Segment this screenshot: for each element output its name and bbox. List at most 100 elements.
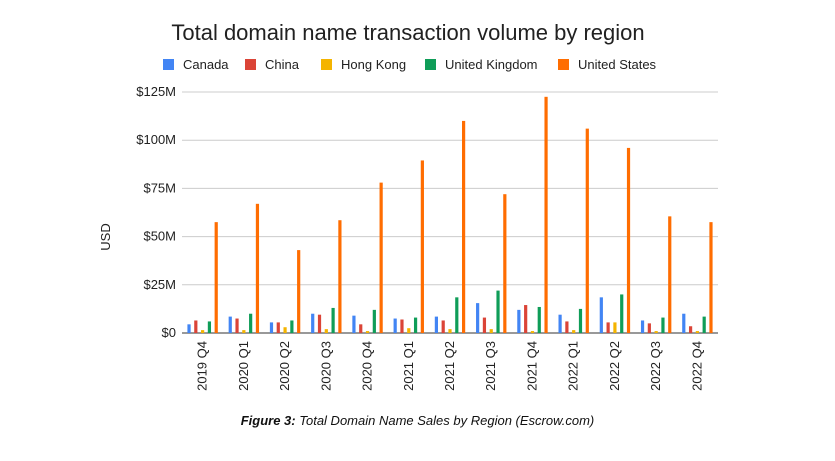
bar-china: [688, 326, 693, 333]
bar-china: [317, 314, 322, 333]
x-tick-label: 2022 Q1: [566, 341, 581, 391]
bar-united-kingdom: [455, 297, 459, 333]
bar-united-kingdom: [702, 316, 706, 333]
x-tick-label: 2020 Q2: [277, 341, 292, 391]
bar-united-states: [462, 120, 466, 333]
bar-canada: [682, 313, 686, 333]
bar-united-states: [585, 128, 589, 333]
bar-hong-kong: [201, 330, 205, 333]
bar-canada: [640, 320, 645, 333]
bar-united-states: [626, 147, 631, 333]
bar-china: [194, 320, 198, 333]
bar-hong-kong: [407, 328, 411, 333]
bar-canada: [187, 324, 191, 333]
x-tick-label: 2020 Q1: [236, 341, 251, 391]
bar-canada: [269, 322, 274, 333]
legend-swatch: [425, 59, 436, 70]
x-axis: 2019 Q4 2020 Q1 2020 Q2 2020 Q3 2020 Q4 2021 …: [195, 341, 705, 391]
bar-united-states: [214, 222, 218, 333]
bar-canada: [352, 315, 356, 333]
bar-united-states: [709, 222, 713, 333]
legend-label: China: [265, 57, 300, 72]
bar-united-kingdom: [661, 317, 665, 333]
bar-canada: [599, 297, 603, 333]
gridlines: [182, 91, 718, 334]
figure-caption: Figure 3: Total Domain Name Sales by Reg…: [0, 413, 835, 428]
bar-china: [359, 324, 363, 333]
bar-canada: [558, 314, 562, 333]
y-tick-label: $125M: [136, 84, 176, 99]
chart-title: Total domain name transaction volume by …: [171, 20, 644, 45]
legend-swatch: [558, 59, 569, 70]
bar-canada: [517, 309, 521, 333]
y-tick-label: $100M: [136, 132, 176, 147]
bar-united-kingdom: [207, 321, 212, 333]
legend-label: Hong Kong: [341, 57, 406, 72]
y-axis-title: USD: [98, 223, 113, 250]
legend-swatch: [163, 59, 174, 70]
y-axis: $0 $25M $50M $75M $100M $125M: [136, 84, 176, 340]
bar-canada: [228, 316, 232, 333]
bar-united-states: [379, 182, 383, 333]
caption-text: Total Domain Name Sales by Region (Escro…: [295, 413, 595, 428]
bar-hong-kong: [654, 331, 658, 333]
bar-united-states: [668, 216, 672, 333]
x-tick-label: 2020 Q4: [360, 341, 375, 391]
bar-united-states: [544, 96, 548, 333]
bar-united-states: [420, 160, 424, 333]
legend-label: United States: [578, 57, 657, 72]
bar-china: [606, 322, 610, 333]
bar-united-kingdom: [496, 290, 500, 333]
bar-united-kingdom: [537, 306, 541, 333]
legend-label: Canada: [183, 57, 229, 72]
bar-united-states: [503, 194, 507, 333]
bar-hong-kong: [613, 322, 617, 333]
bar-united-states: [297, 250, 301, 333]
bar-china: [276, 322, 280, 333]
bar-hong-kong: [448, 329, 452, 333]
bar-hong-kong: [324, 329, 328, 333]
bar-united-kingdom: [331, 307, 335, 333]
y-tick-label: $25M: [143, 277, 176, 292]
bar-hong-kong: [572, 330, 576, 333]
bar-united-kingdom: [620, 294, 624, 333]
x-tick-label: 2021 Q1: [401, 341, 416, 391]
x-tick-label: 2020 Q3: [318, 341, 333, 391]
bar-hong-kong: [242, 330, 246, 333]
bar-united-kingdom: [413, 317, 418, 333]
bar-china: [400, 319, 404, 333]
y-tick-label: $0: [162, 325, 176, 340]
legend-swatch: [245, 59, 256, 70]
bar-hong-kong: [489, 329, 493, 333]
caption-label: Figure 3:: [240, 413, 296, 428]
bar-china: [482, 317, 487, 333]
bar-china: [235, 318, 239, 333]
bar-united-states: [338, 220, 342, 333]
x-tick-label: 2022 Q2: [607, 341, 622, 391]
bars: [187, 96, 713, 333]
bar-united-kingdom: [249, 313, 253, 333]
chart: Total domain name transaction volume by …: [98, 20, 718, 391]
legend-swatch: [321, 59, 332, 70]
bar-united-kingdom: [372, 309, 376, 333]
bar-hong-kong: [530, 331, 535, 333]
legend-label: United Kingdom: [445, 57, 538, 72]
bar-united-kingdom: [578, 308, 583, 333]
x-tick-label: 2021 Q3: [483, 341, 498, 391]
x-tick-label: 2019 Q4: [195, 341, 210, 391]
y-tick-label: $75M: [143, 180, 176, 195]
y-tick-label: $50M: [143, 229, 176, 244]
legend: Canada China Hong Kong United Kingdom United…: [163, 57, 657, 72]
bar-canada: [311, 313, 315, 333]
bar-china: [524, 305, 528, 333]
bar-china: [565, 321, 569, 333]
bar-united-states: [255, 203, 260, 333]
x-tick-label: 2021 Q2: [442, 341, 457, 391]
bar-hong-kong: [283, 327, 287, 333]
bar-united-kingdom: [290, 320, 294, 333]
x-tick-label: 2022 Q3: [648, 341, 663, 391]
x-tick-label: 2022 Q4: [689, 341, 704, 391]
bar-china: [647, 323, 651, 333]
bar-canada: [476, 303, 480, 333]
x-tick-label: 2021 Q4: [524, 341, 539, 391]
